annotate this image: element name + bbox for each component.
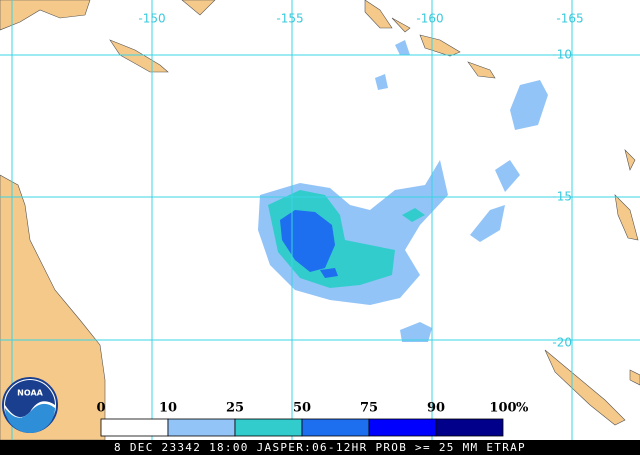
- longitude-label: -150: [138, 12, 165, 26]
- logo-text: NOAA: [17, 389, 43, 398]
- legend-swatch: [435, 418, 504, 437]
- latitude-label: -15: [552, 190, 572, 204]
- legend-tick-label: 0: [96, 401, 105, 416]
- legend-unit: %: [516, 401, 529, 416]
- legend-tick-label: 100: [489, 401, 516, 416]
- longitude-label: -160: [416, 12, 443, 26]
- longitude-label: -165: [556, 12, 583, 26]
- precipitation: [258, 40, 548, 342]
- land: [0, 0, 640, 441]
- legend-tick-label: 50: [293, 401, 311, 416]
- latitude-label: -10: [552, 48, 572, 62]
- footer-bar: [0, 440, 640, 455]
- legend-tick-label: 10: [159, 401, 177, 416]
- legend-swatch: [301, 418, 370, 437]
- longitude-label: -155: [276, 12, 303, 26]
- footer-text: 8 DEC 23342 18:00 JASPER:06-12HR PROB >=…: [114, 441, 526, 454]
- legend-swatch: [167, 418, 236, 437]
- noaa-logo: NOAA: [2, 377, 58, 433]
- legend-tick-label: 75: [360, 401, 378, 416]
- legend-swatch: [100, 418, 169, 437]
- grid: [0, 0, 640, 440]
- legend-tick-label: 25: [226, 401, 244, 416]
- legend-swatch: [234, 418, 303, 437]
- latitude-label: -20: [552, 336, 572, 350]
- legend-tick-label: 90: [427, 401, 445, 416]
- legend-swatch: [368, 418, 437, 437]
